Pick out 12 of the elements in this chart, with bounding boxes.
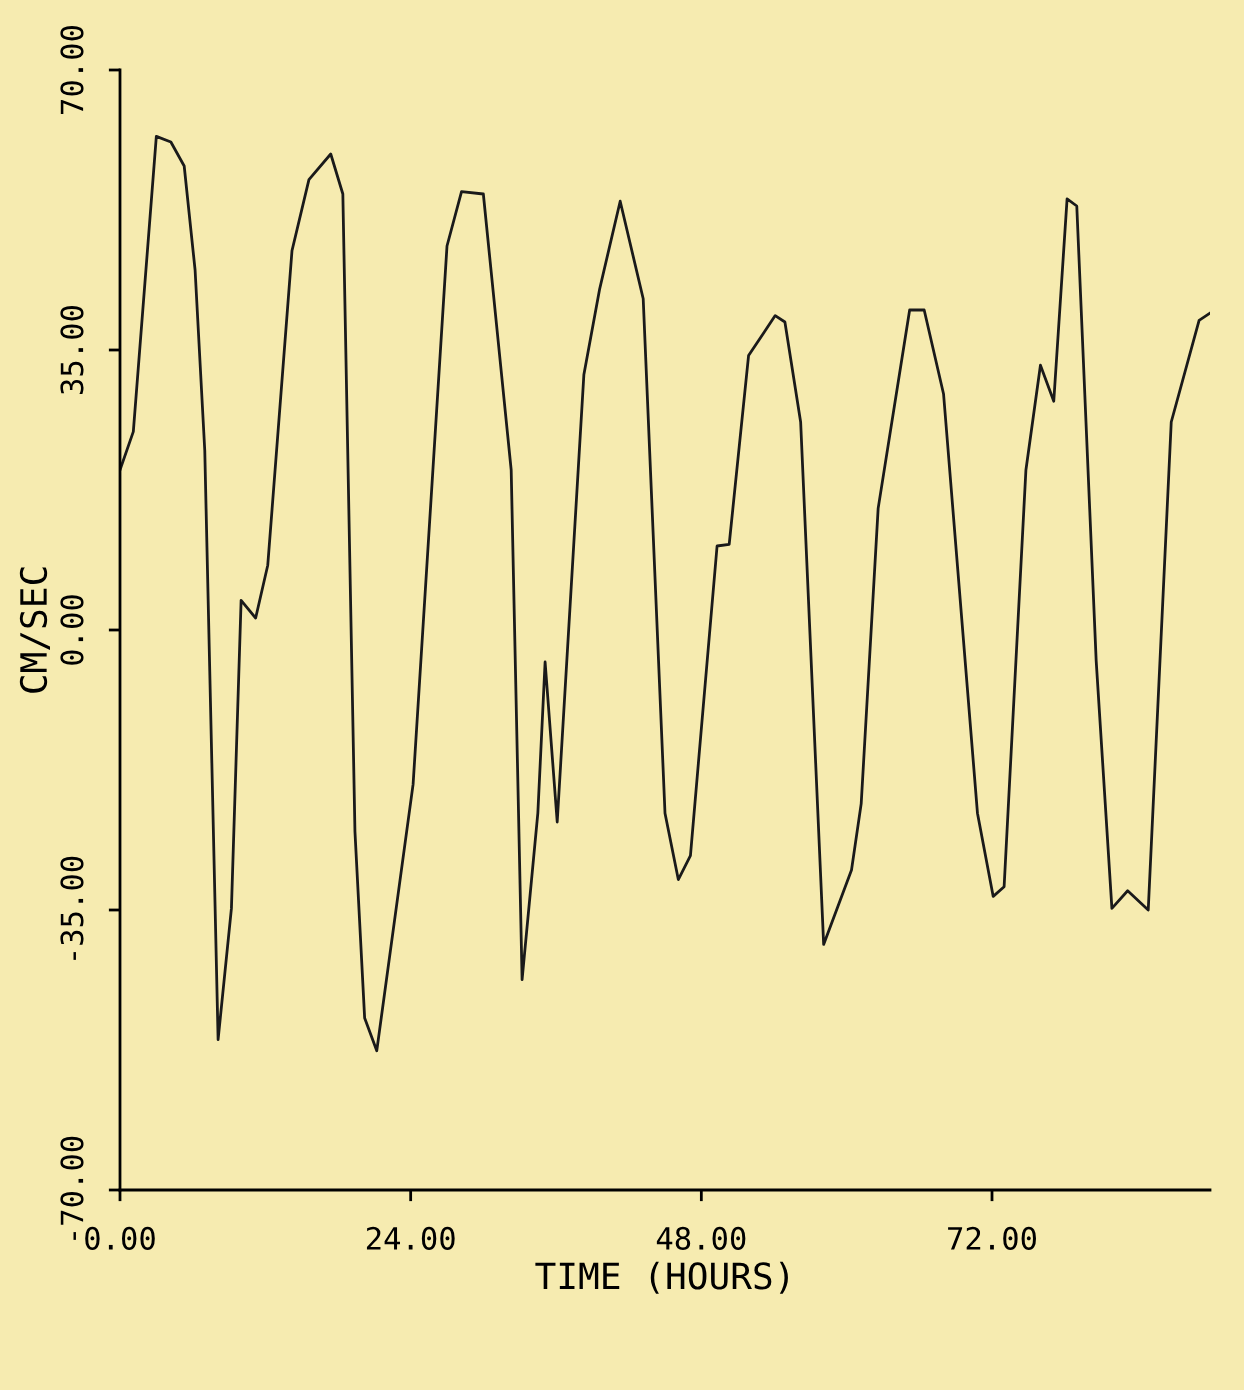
y-tick-label: -70.00 [60,1136,84,1240]
y-tick-label: 70.00 [60,25,84,114]
y-tick-label: -35.00 [60,856,84,960]
y-axis-title: CM/SEC [19,567,50,693]
x-tick-label: 72.00 [948,1226,1037,1250]
y-tick-label: 0.00 [60,595,84,665]
y-tick-label: 35.00 [60,305,84,394]
x-tick-label: 48.00 [656,1226,746,1250]
line-series [120,135,1210,1053]
x-axis-title: TIME (HOURS) [535,1261,788,1294]
x-tick-label: 24.00 [366,1226,455,1250]
x-tick-label: 0.00 [85,1226,155,1250]
